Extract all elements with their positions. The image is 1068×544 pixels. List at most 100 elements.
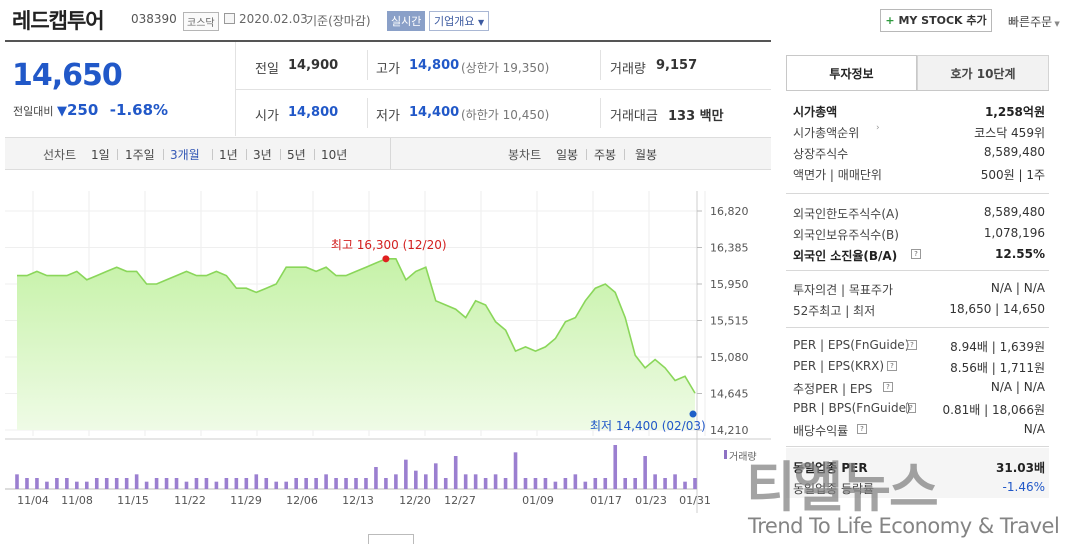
plus-icon: + [885, 14, 895, 27]
period-3m[interactable]: 3개월 [170, 148, 200, 162]
tab-order-book[interactable]: 호가 10단계 [917, 55, 1049, 91]
info-row-label: 상장주식수 [793, 147, 849, 161]
info-row: 외국인한도주식수(A) 8,589,480 [793, 202, 1045, 222]
realtime-button[interactable]: 실시간 [387, 11, 426, 31]
volume-bar [643, 456, 647, 489]
volume-bar [503, 478, 508, 489]
period-1y[interactable]: 1년 [219, 148, 238, 162]
chevron-right-icon[interactable]: › [876, 123, 880, 133]
info-row-label: PER | EPS(KRX) [793, 359, 885, 373]
tab-investment-info[interactable]: 투자정보 [786, 55, 917, 91]
divider [390, 138, 391, 169]
volume-bar [453, 456, 458, 489]
period-5y[interactable]: 5년 [287, 148, 306, 162]
volume-bar [144, 481, 149, 489]
upper-limit: (상한가 19,350) [461, 59, 549, 76]
scroll-tab[interactable] [368, 534, 414, 544]
help-icon[interactable]: ? [883, 382, 893, 392]
company-info-label: 기업개요 [434, 15, 475, 28]
volume-bar [404, 459, 408, 489]
volume-bar [563, 478, 568, 489]
volume-bar [384, 478, 388, 489]
divider [786, 193, 1049, 194]
volume-bar [533, 478, 538, 489]
volume-bar [673, 474, 677, 489]
info-row-value: N/A | N/A [990, 380, 1045, 394]
info-row-value: 12.55% [995, 247, 1045, 261]
volume-bar [603, 478, 608, 489]
quick-order-button[interactable]: 빠른주문 ▼ [1008, 13, 1060, 30]
separator [117, 149, 118, 160]
my-stock-label: MY STOCK 추가 [898, 14, 987, 27]
help-icon[interactable]: ? [857, 424, 867, 434]
x-tick-label: 11/29 [230, 494, 262, 507]
stock-name: 레드캡투어 [12, 9, 105, 33]
volume-bar [84, 481, 89, 489]
volume-bar [94, 478, 99, 489]
separator [246, 149, 247, 160]
separator [586, 149, 587, 160]
chevron-down-icon: ▼ [1052, 20, 1060, 28]
volume-bar [184, 481, 189, 489]
my-stock-button[interactable]: + MY STOCK 추가 [880, 9, 992, 32]
info-row: PER | EPS(FnGuide)? 8.94배 | 1,639원 [793, 335, 1045, 355]
volume-bar [523, 478, 528, 489]
period-3y[interactable]: 3년 [253, 148, 272, 162]
separator [314, 149, 315, 160]
info-row-label: 액면가 | 매매단위 [793, 168, 882, 182]
volume-bar [374, 467, 378, 489]
help-icon[interactable]: ? [911, 249, 921, 259]
x-tick-label: 01/09 [522, 494, 554, 507]
y-tick-label: 16,820 [710, 205, 749, 218]
period-1d[interactable]: 1일 [91, 148, 110, 162]
info-row-value: 18,650 | 14,650 [949, 302, 1045, 316]
volume-bar [274, 481, 279, 489]
peer-box [786, 448, 1049, 498]
y-tick-label: 16,385 [710, 242, 749, 255]
x-tick-label: 11/04 [17, 494, 49, 507]
period-1w[interactable]: 1주일 [125, 148, 155, 162]
divider [367, 98, 368, 128]
lower-limit: (하한가 10,450) [461, 106, 549, 123]
info-row-label: 52주최고 | 최저 [793, 304, 876, 318]
x-tick-label: 12/27 [444, 494, 476, 507]
candle-weekly[interactable]: 주봉 [594, 148, 617, 162]
volume-bar [653, 474, 657, 489]
volume-bar [334, 478, 338, 489]
divider [600, 50, 601, 80]
volume-bar [573, 474, 578, 489]
market-tag: 코스닥 [183, 12, 219, 31]
watermark-title: 티엘뉴스 [746, 456, 939, 519]
x-tick-label: 11/22 [174, 494, 206, 507]
info-row-label: 시가총액 [793, 105, 838, 119]
info-row-value: 8,589,480 [983, 205, 1045, 219]
volume-legend-label: 거래량 [729, 452, 757, 463]
y-tick-label: 14,645 [710, 388, 749, 401]
price-chart[interactable]: 최고 16,300 (12/20) 최저 14,400 (02/03) 16,82… [5, 171, 771, 541]
help-icon[interactable]: ? [887, 361, 897, 371]
company-info-button[interactable]: 기업개요 ▼ [429, 11, 490, 31]
info-row-label: 외국인한도주식수(A) [793, 207, 899, 221]
volume-bar [443, 478, 448, 489]
volume-bar [623, 478, 628, 489]
candle-monthly[interactable]: 월봉 [635, 148, 658, 162]
volume-bar [513, 452, 518, 489]
prev-value: 14,900 [288, 58, 339, 73]
help-icon[interactable]: ? [906, 403, 916, 413]
x-tick-label: 11/08 [61, 494, 93, 507]
change-row: 전일대비 ▼250 -1.68% [13, 101, 168, 119]
x-tick-label: 12/20 [399, 494, 431, 507]
help-icon[interactable]: ? [907, 340, 917, 350]
info-row: 52주최고 | 최저 18,650 | 14,650 [793, 299, 1045, 319]
volume-bar [483, 478, 488, 489]
info-row-value: 0.81배 | 18,066원 [942, 403, 1045, 417]
volume-bar [134, 474, 139, 489]
period-10y[interactable]: 10년 [321, 148, 348, 162]
open-label: 시가 [255, 109, 279, 124]
volume-bar [15, 474, 19, 489]
price-area [17, 258, 695, 430]
volume-bar [124, 478, 129, 489]
divider [786, 270, 1049, 271]
high-value: 14,800 [409, 58, 460, 73]
candle-daily[interactable]: 일봉 [556, 148, 579, 162]
